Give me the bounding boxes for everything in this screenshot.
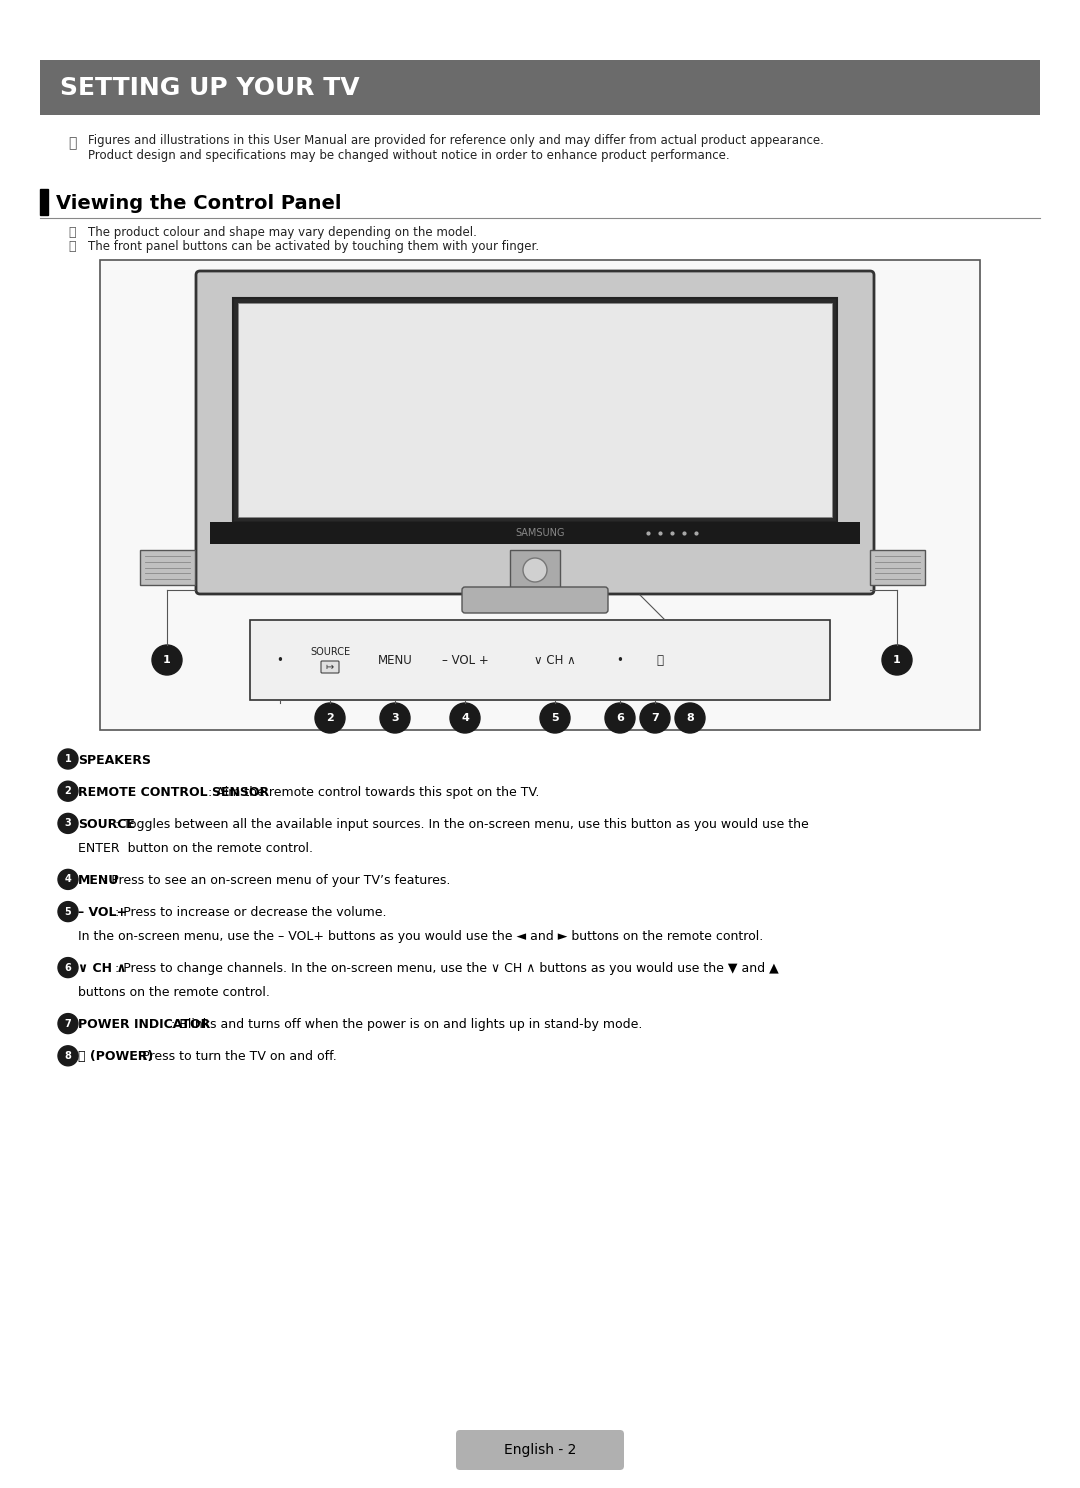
Circle shape [58,814,78,833]
Text: SPEAKERS: SPEAKERS [78,753,151,766]
Text: Figures and illustrations in this User Manual are provided for reference only an: Figures and illustrations in this User M… [87,134,824,146]
Text: : Press to change channels. In the on-screen menu, use the ∨ CH ∧ buttons as you: : Press to change channels. In the on-sc… [116,963,779,975]
Text: 7: 7 [651,713,659,723]
Text: Ⓝ: Ⓝ [68,135,77,150]
Text: ↦: ↦ [326,662,334,673]
Text: : Press to increase or decrease the volume.: : Press to increase or decrease the volu… [116,906,387,920]
Text: ⏻ (POWER): ⏻ (POWER) [78,1051,153,1064]
Text: The product colour and shape may vary depending on the model.: The product colour and shape may vary de… [87,226,477,238]
Text: ⏻: ⏻ [657,653,663,667]
Text: SOURCE: SOURCE [310,647,350,658]
Bar [870,551,924,585]
FancyBboxPatch shape [456,1430,624,1470]
Text: 4: 4 [65,875,71,884]
Circle shape [58,748,78,769]
Text: 5: 5 [65,906,71,917]
Circle shape [58,958,78,978]
Text: 3: 3 [65,818,71,829]
Text: English - 2: English - 2 [503,1443,577,1457]
Text: 1: 1 [163,655,171,665]
Text: Viewing the Control Panel: Viewing the Control Panel [56,193,341,213]
Text: : Aim the remote control towards this spot on the TV.: : Aim the remote control towards this sp… [208,786,540,799]
Text: 8: 8 [686,713,693,723]
Text: – VOL +: – VOL + [442,653,488,667]
Text: •: • [276,653,283,667]
Circle shape [380,702,410,734]
Text: 5: 5 [551,713,558,723]
Text: 2: 2 [326,713,334,723]
Circle shape [58,869,78,890]
Bar [249,620,831,699]
Circle shape [152,644,183,676]
Text: Product design and specifications may be changed without notice in order to enha: Product design and specifications may be… [87,149,730,162]
Text: In the on-screen menu, use the – VOL+ buttons as you would use the ◄ and ► butto: In the on-screen menu, use the – VOL+ bu… [78,930,764,943]
Text: 3: 3 [391,713,399,723]
Circle shape [315,702,345,734]
Text: – VOL+: – VOL+ [78,906,127,920]
Circle shape [523,558,546,582]
Circle shape [882,644,912,676]
Text: ∨ CH ∧: ∨ CH ∧ [535,653,576,667]
Circle shape [640,702,670,734]
Text: : Toggles between all the available input sources. In the on-screen menu, use th: : Toggles between all the available inpu… [116,818,809,830]
Text: 8: 8 [65,1051,71,1061]
FancyBboxPatch shape [40,60,1040,115]
Text: ∨ CH ∧: ∨ CH ∧ [78,963,126,975]
Text: POWER INDICATOR: POWER INDICATOR [78,1018,211,1031]
Text: ENTER  button on the remote control.: ENTER button on the remote control. [78,842,313,854]
Circle shape [675,702,705,734]
Text: 6: 6 [65,963,71,973]
Bar [233,298,837,522]
Text: : Press to see an on-screen menu of your TV’s features.: : Press to see an on-screen menu of your… [103,873,450,887]
Text: : Press to turn the TV on and off.: : Press to turn the TV on and off. [134,1051,337,1064]
Text: MENU: MENU [378,653,413,667]
Bar [140,551,195,585]
Text: REMOTE CONTROL SENSOR: REMOTE CONTROL SENSOR [78,786,269,799]
Bar [100,260,980,731]
Text: 7: 7 [65,1019,71,1028]
Text: 4: 4 [461,713,469,723]
Bar [40,189,48,214]
FancyBboxPatch shape [462,586,608,613]
Circle shape [58,1046,78,1065]
Text: buttons on the remote control.: buttons on the remote control. [78,987,270,998]
Circle shape [450,702,480,734]
Text: SOURCE: SOURCE [78,818,135,830]
Text: Ⓝ: Ⓝ [68,226,76,238]
Text: : Blinks and turns off when the power is on and lights up in stand-by mode.: : Blinks and turns off when the power is… [171,1018,643,1031]
Bar [210,522,860,545]
Circle shape [58,781,78,801]
FancyBboxPatch shape [195,271,874,594]
Text: The front panel buttons can be activated by touching them with your finger.: The front panel buttons can be activated… [87,240,539,253]
Text: 1: 1 [893,655,901,665]
Circle shape [58,902,78,921]
Circle shape [605,702,635,734]
Circle shape [540,702,570,734]
Text: 6: 6 [616,713,624,723]
Text: MENU: MENU [78,873,119,887]
Text: 1: 1 [65,754,71,763]
Text: SETTING UP YOUR TV: SETTING UP YOUR TV [60,76,360,100]
FancyBboxPatch shape [321,661,339,673]
Text: SAMSUNG: SAMSUNG [515,528,565,539]
Bar [238,304,832,516]
Text: Ⓝ: Ⓝ [68,240,76,253]
Circle shape [58,1013,78,1034]
Text: 2: 2 [65,786,71,796]
Bar [510,551,561,591]
Text: •: • [617,653,623,667]
